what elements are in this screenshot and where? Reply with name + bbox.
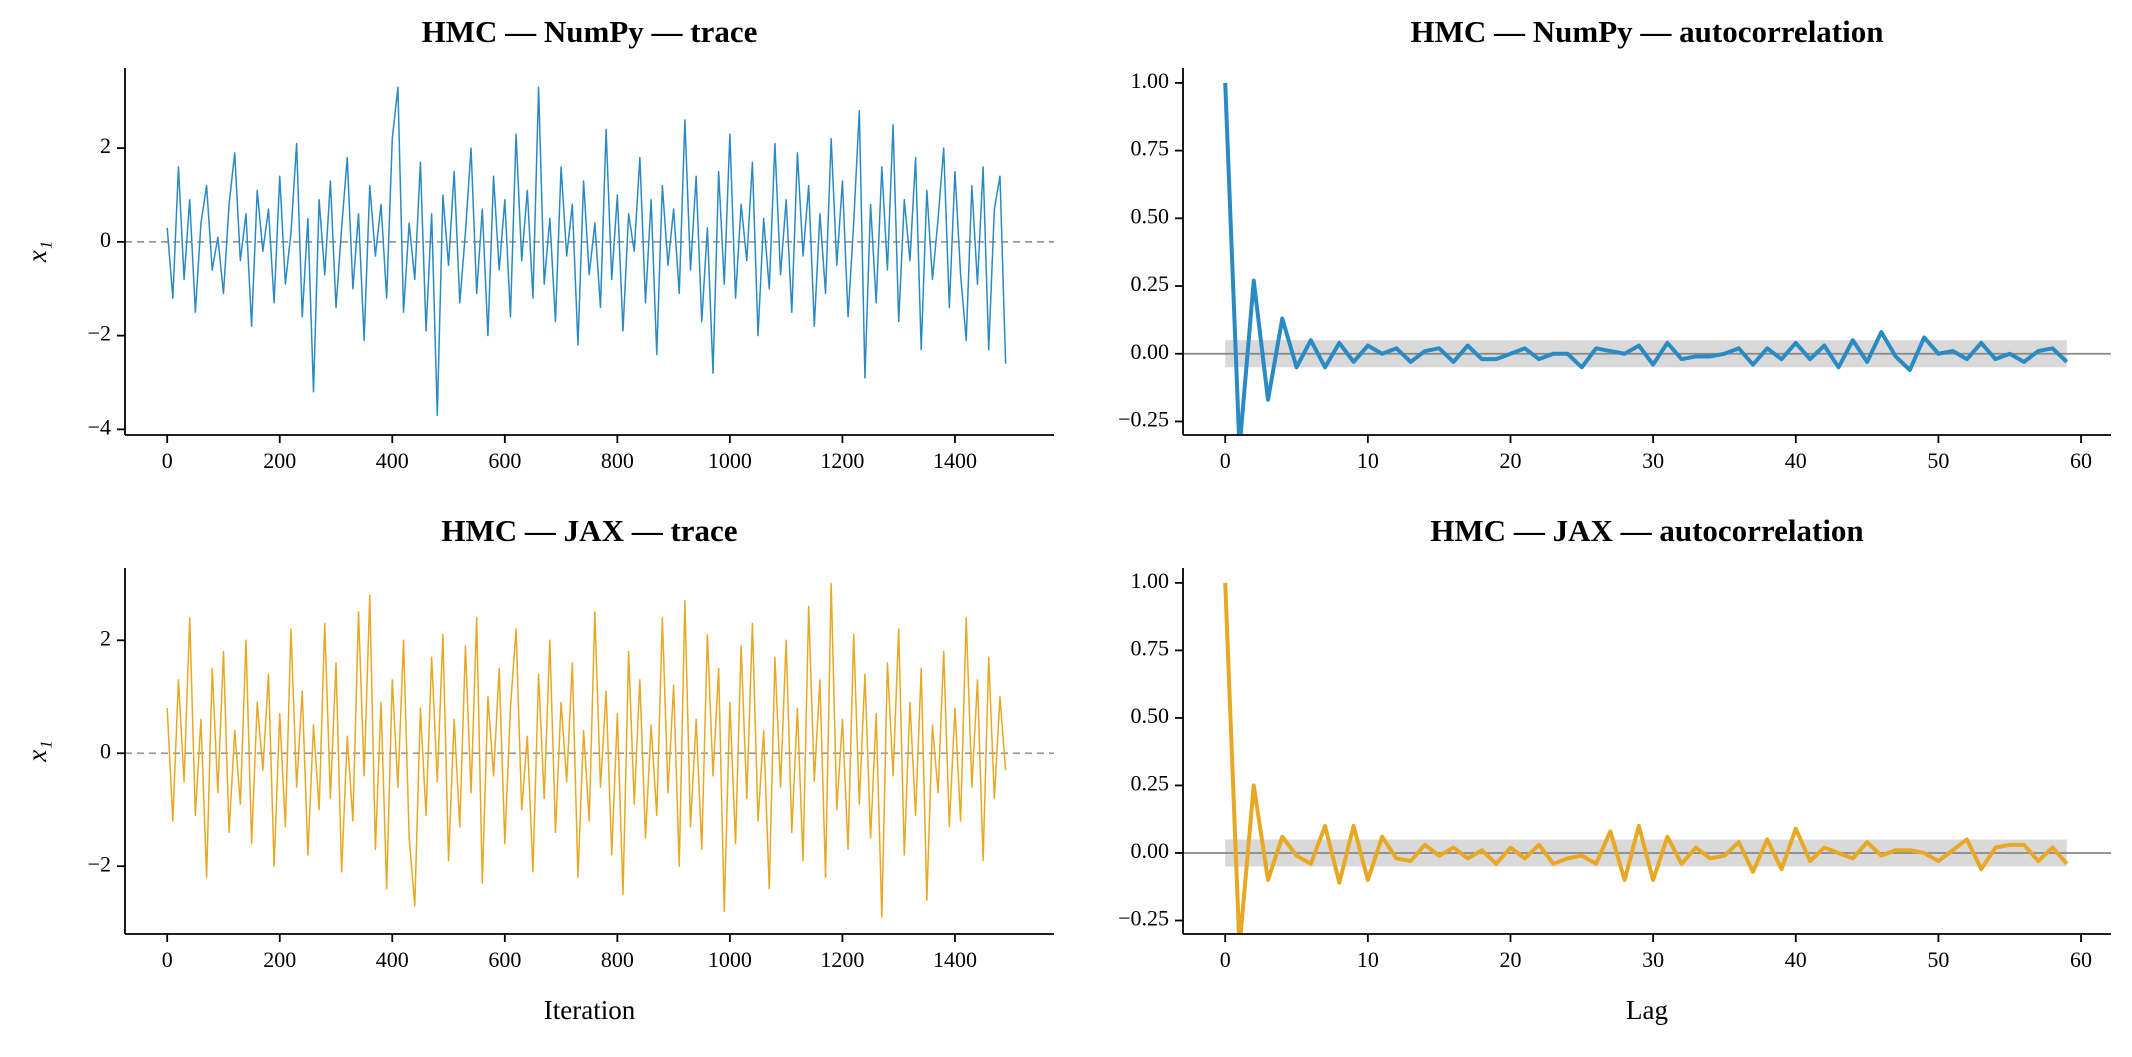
y-axis-label: x₁ bbox=[22, 740, 52, 762]
x-tick-label: 1000 bbox=[708, 448, 752, 473]
x-tick-label: 1400 bbox=[933, 947, 977, 972]
y-tick-label: −0.25 bbox=[1118, 407, 1169, 432]
x-tick-label: 0 bbox=[1220, 448, 1231, 473]
x-tick-label: 50 bbox=[1927, 947, 1949, 972]
x-tick-label: 400 bbox=[376, 947, 409, 972]
x-tick-label: 1200 bbox=[820, 448, 864, 473]
x-axis-label: Lag bbox=[1626, 995, 1668, 1025]
x-axis-label: Iteration bbox=[544, 995, 636, 1025]
data-line bbox=[166, 583, 1007, 918]
y-tick-label: 2 bbox=[100, 625, 111, 650]
y-tick-label: 0.00 bbox=[1131, 838, 1170, 863]
plot-area bbox=[1183, 82, 2111, 435]
y-tick-label: −0.25 bbox=[1118, 906, 1169, 931]
y-tick-label: 0 bbox=[100, 738, 111, 763]
x-tick-label: 800 bbox=[601, 448, 634, 473]
plot-area bbox=[125, 86, 1054, 417]
x-tick-label: 40 bbox=[1785, 448, 1807, 473]
x-tick-label: 0 bbox=[162, 448, 173, 473]
y-tick-label: 0.25 bbox=[1131, 770, 1170, 795]
x-tick-label: 200 bbox=[263, 947, 296, 972]
x-tick-label: 1000 bbox=[708, 947, 752, 972]
y-tick-label: −4 bbox=[88, 414, 111, 439]
x-tick-label: 50 bbox=[1927, 448, 1949, 473]
chart-title: HMC — JAX — trace bbox=[441, 513, 737, 548]
x-tick-label: 0 bbox=[1220, 947, 1231, 972]
x-tick-label: 600 bbox=[488, 448, 521, 473]
x-tick-label: 20 bbox=[1499, 947, 1521, 972]
y-tick-label: 1.00 bbox=[1131, 68, 1170, 93]
plot-area bbox=[125, 583, 1054, 918]
x-tick-label: 60 bbox=[2070, 448, 2092, 473]
x-tick-label: 200 bbox=[263, 448, 296, 473]
chart-title: HMC — JAX — autocorrelation bbox=[1430, 513, 1863, 548]
y-tick-label: 2 bbox=[100, 133, 111, 158]
x-tick-label: 0 bbox=[162, 947, 173, 972]
y-tick-label: 0.75 bbox=[1131, 635, 1170, 660]
chart-title: HMC — NumPy — autocorrelation bbox=[1411, 14, 1884, 49]
y-tick-label: −2 bbox=[88, 321, 111, 346]
x-tick-label: 30 bbox=[1642, 947, 1664, 972]
x-tick-label: 400 bbox=[376, 448, 409, 473]
data-line bbox=[1223, 82, 2069, 435]
y-tick-label: 0.25 bbox=[1131, 271, 1170, 296]
plot-area bbox=[1183, 582, 2111, 934]
y-tick-label: 0.75 bbox=[1131, 136, 1170, 161]
x-tick-label: 20 bbox=[1499, 448, 1521, 473]
x-tick-label: 600 bbox=[488, 947, 521, 972]
x-tick-label: 40 bbox=[1785, 947, 1807, 972]
x-tick-label: 10 bbox=[1357, 448, 1379, 473]
x-tick-label: 10 bbox=[1357, 947, 1379, 972]
y-axis-label: x₁ bbox=[22, 241, 52, 263]
x-tick-label: 800 bbox=[601, 947, 634, 972]
y-tick-label: −2 bbox=[88, 851, 111, 876]
data-line bbox=[1223, 582, 2069, 934]
x-tick-label: 1200 bbox=[820, 947, 864, 972]
x-tick-label: 30 bbox=[1642, 448, 1664, 473]
x-tick-label: 1400 bbox=[933, 448, 977, 473]
data-line bbox=[166, 86, 1007, 417]
y-tick-label: 0 bbox=[100, 227, 111, 252]
chart-title: HMC — NumPy — trace bbox=[422, 14, 758, 49]
y-tick-label: 0.50 bbox=[1131, 203, 1170, 228]
y-tick-label: 1.00 bbox=[1131, 568, 1170, 593]
x-tick-label: 60 bbox=[2070, 947, 2092, 972]
y-tick-label: 0.50 bbox=[1131, 703, 1170, 728]
y-tick-label: 0.00 bbox=[1131, 339, 1170, 364]
